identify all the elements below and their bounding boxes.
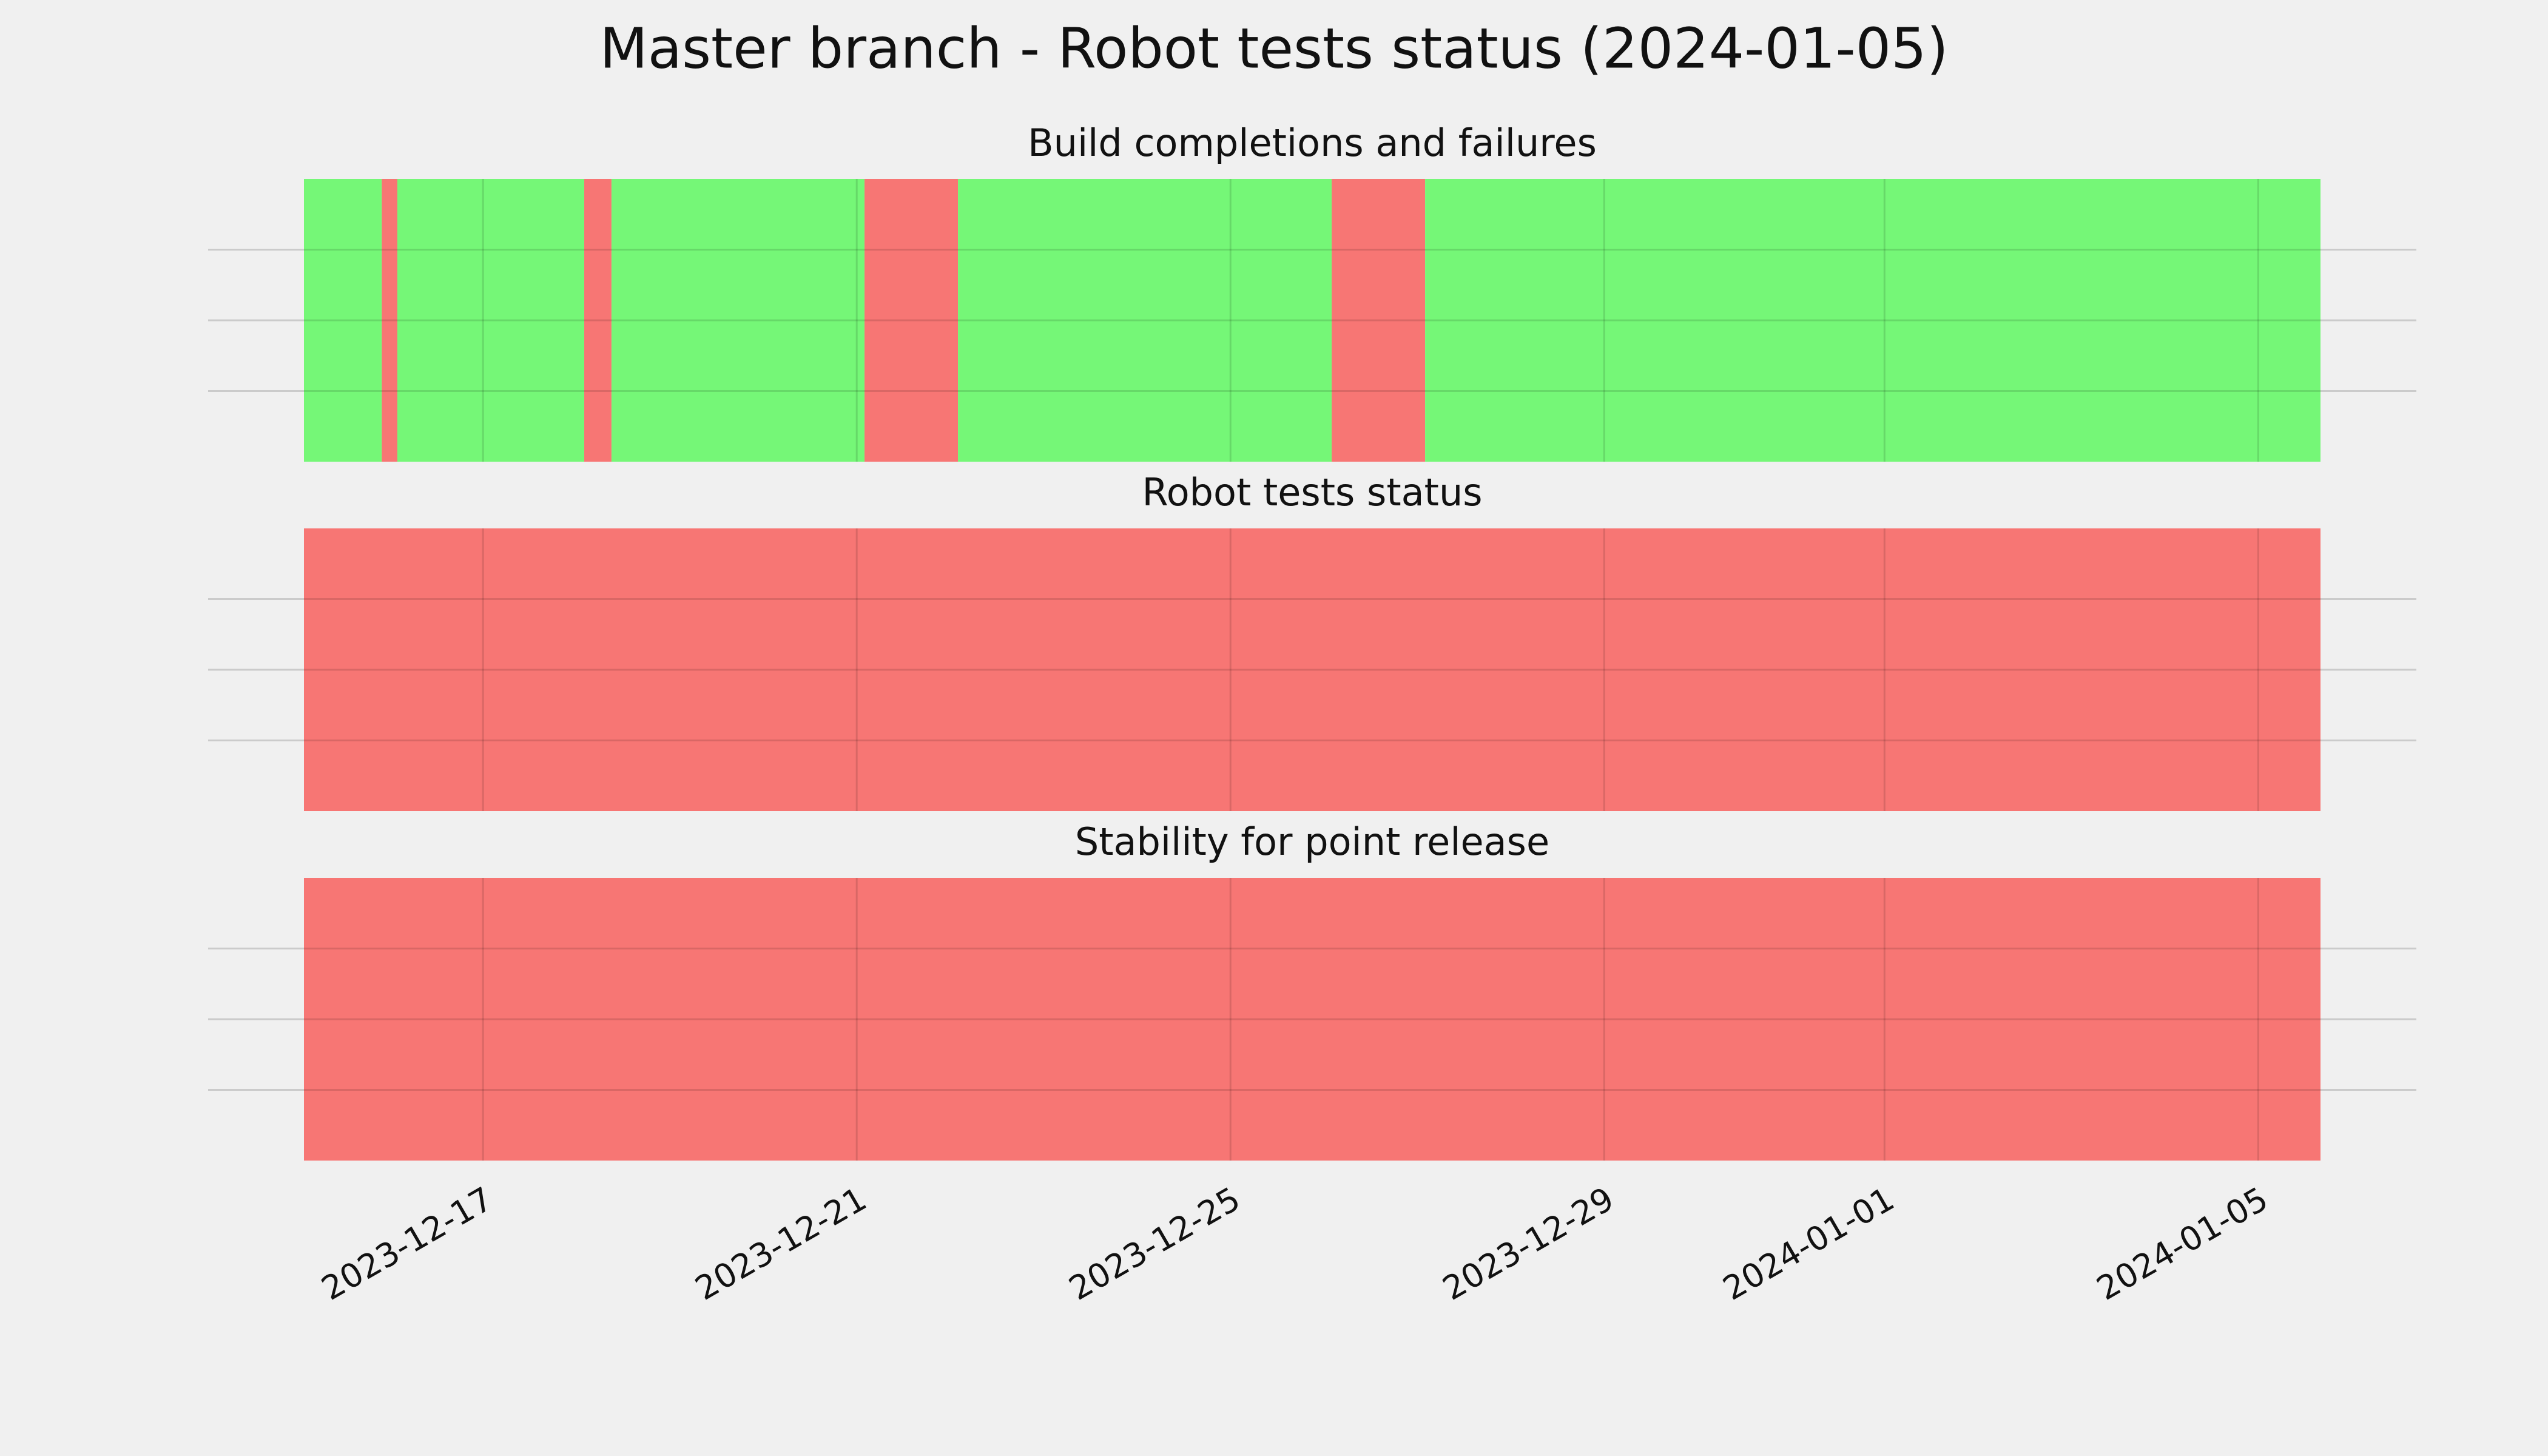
panel-title: Stability for point release xyxy=(1075,820,1549,864)
status-span xyxy=(304,528,2320,811)
chart-title: Master branch - Robot tests status (2024… xyxy=(599,16,1948,81)
status-span xyxy=(1332,179,1426,462)
status-span xyxy=(397,179,585,462)
panel-title: Robot tests status xyxy=(1142,470,1482,514)
status-span xyxy=(304,179,382,462)
status-span xyxy=(304,878,2320,1161)
status-span xyxy=(382,179,398,462)
status-span xyxy=(1425,179,2320,462)
status-span xyxy=(611,179,865,462)
status-span xyxy=(864,179,959,462)
status-span xyxy=(584,179,612,462)
status-span xyxy=(958,179,1332,462)
panel-title: Build completions and failures xyxy=(1028,121,1597,165)
